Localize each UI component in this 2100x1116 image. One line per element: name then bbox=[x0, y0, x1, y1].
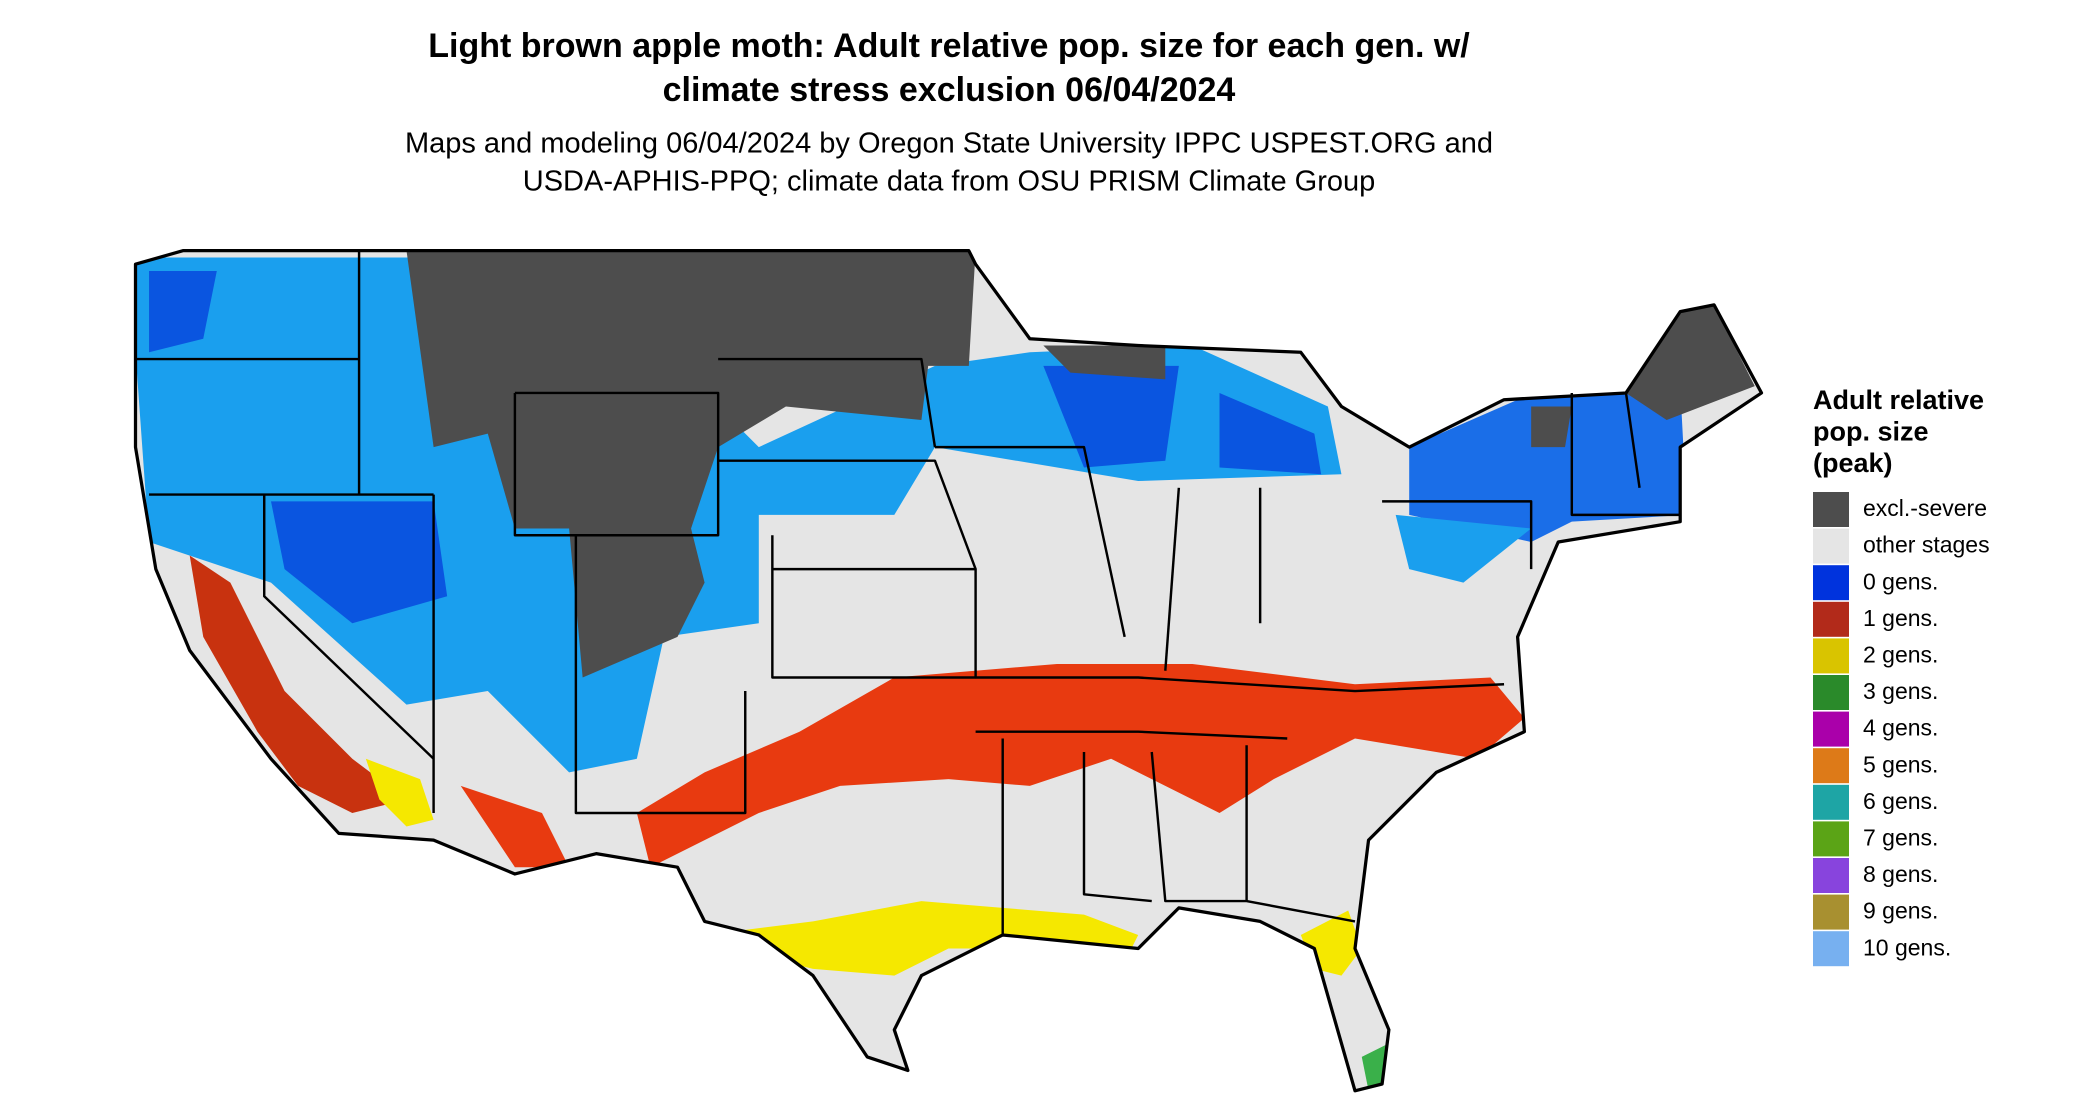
legend-label: 8 gens. bbox=[1863, 861, 1938, 887]
legend-label: 2 gens. bbox=[1863, 641, 1938, 667]
legend-label: 10 gens. bbox=[1863, 934, 1951, 960]
legend-label: excl.-severe bbox=[1863, 495, 1987, 521]
legend-swatch bbox=[1813, 565, 1849, 601]
legend-swatch bbox=[1813, 894, 1849, 930]
legend-swatch bbox=[1813, 492, 1849, 527]
legend-label: 3 gens. bbox=[1863, 678, 1938, 704]
legend-label: 4 gens. bbox=[1863, 715, 1938, 741]
legend-swatch bbox=[1813, 601, 1849, 637]
legend-swatch bbox=[1813, 784, 1849, 820]
title: Light brown apple moth: Adult relative p… bbox=[428, 27, 1470, 65]
legend-swatch bbox=[1813, 711, 1849, 747]
legend-label: 1 gens. bbox=[1863, 605, 1938, 631]
legend-title: Adult relative bbox=[1813, 385, 1984, 415]
legend-label: other stages bbox=[1863, 532, 1990, 558]
legend-label: 5 gens. bbox=[1863, 751, 1938, 777]
legend-swatch bbox=[1813, 858, 1849, 893]
legend-swatch bbox=[1813, 675, 1849, 710]
legend-title: pop. size bbox=[1813, 417, 1929, 447]
legend-swatch bbox=[1813, 748, 1849, 784]
title: climate stress exclusion 06/04/2024 bbox=[663, 71, 1236, 109]
us-map bbox=[133, 249, 1764, 1093]
legend-swatch bbox=[1813, 528, 1849, 564]
legend-swatch bbox=[1813, 931, 1849, 967]
legend-swatch bbox=[1813, 638, 1849, 674]
legend-label: 7 gens. bbox=[1863, 824, 1938, 850]
subtitle: USDA-APHIS-PPQ; climate data from OSU PR… bbox=[523, 166, 1376, 198]
subtitle: Maps and modeling 06/04/2024 by Oregon S… bbox=[405, 128, 1493, 160]
legend-label: 6 gens. bbox=[1863, 788, 1938, 814]
legend-title: (peak) bbox=[1813, 448, 1893, 478]
legend-label: 0 gens. bbox=[1863, 568, 1938, 594]
legend-label: 9 gens. bbox=[1863, 898, 1938, 924]
legend-swatch bbox=[1813, 821, 1849, 857]
